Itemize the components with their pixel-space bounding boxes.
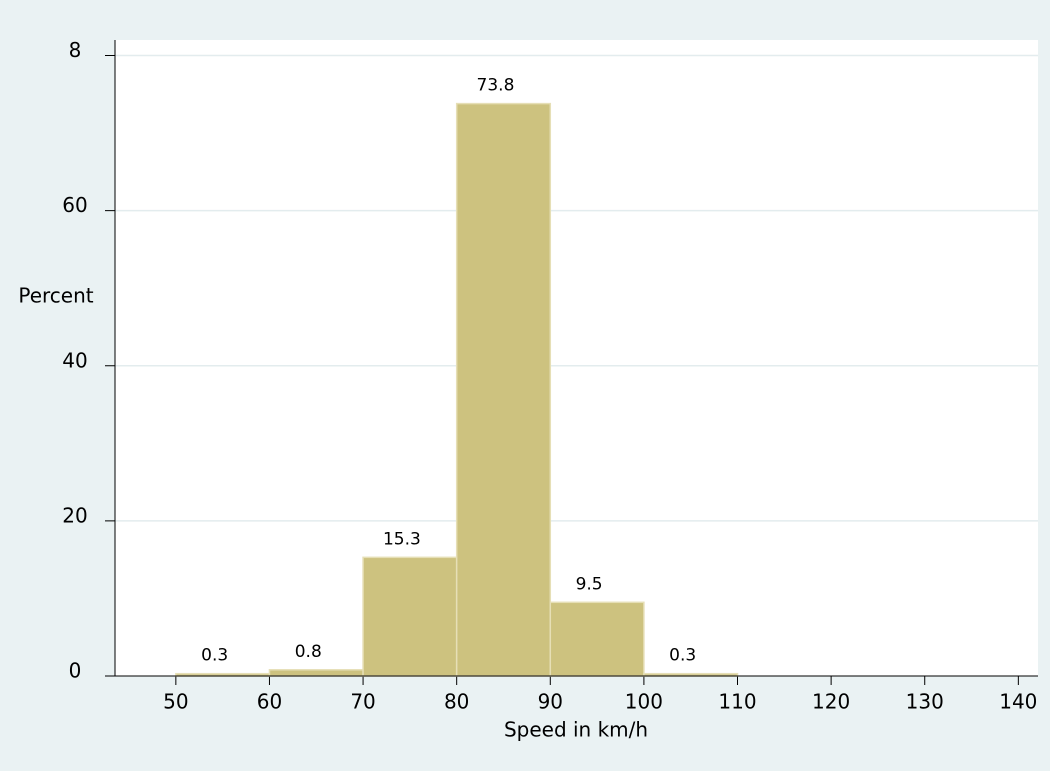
bar [268,669,364,677]
data-label: 15.3 [383,529,421,549]
data-label: 0.3 [669,646,696,666]
bar [455,102,552,677]
x-tick-label: 50 [163,690,188,714]
data-label: 0.3 [201,646,228,666]
x-tick-label: 70 [350,690,375,714]
x-tick-label: 140 [999,690,1037,714]
y-tick-label: 60 [62,193,87,217]
x-tick-label: 100 [625,690,663,714]
y-tick-label: 20 [62,503,87,527]
bar [362,556,458,677]
x-tick-label: 110 [718,690,756,714]
y-tick-label: 0 [69,659,82,683]
x-tick-label: 130 [906,690,944,714]
x-axis-label: Speed in km/h [504,718,648,742]
y-tick-label: 8 [69,38,82,62]
y-tick-label: 40 [62,348,87,372]
x-tick-label: 90 [538,690,563,714]
x-tick-label: 60 [257,690,282,714]
x-tick-label: 120 [812,690,850,714]
bar [549,601,645,677]
data-label: 9.5 [576,574,603,594]
data-label: 73.8 [477,76,515,96]
x-tick-label: 80 [444,690,469,714]
data-label: 0.8 [295,642,322,662]
plot-area [115,40,1038,676]
y-axis-label: Percent [18,284,93,308]
